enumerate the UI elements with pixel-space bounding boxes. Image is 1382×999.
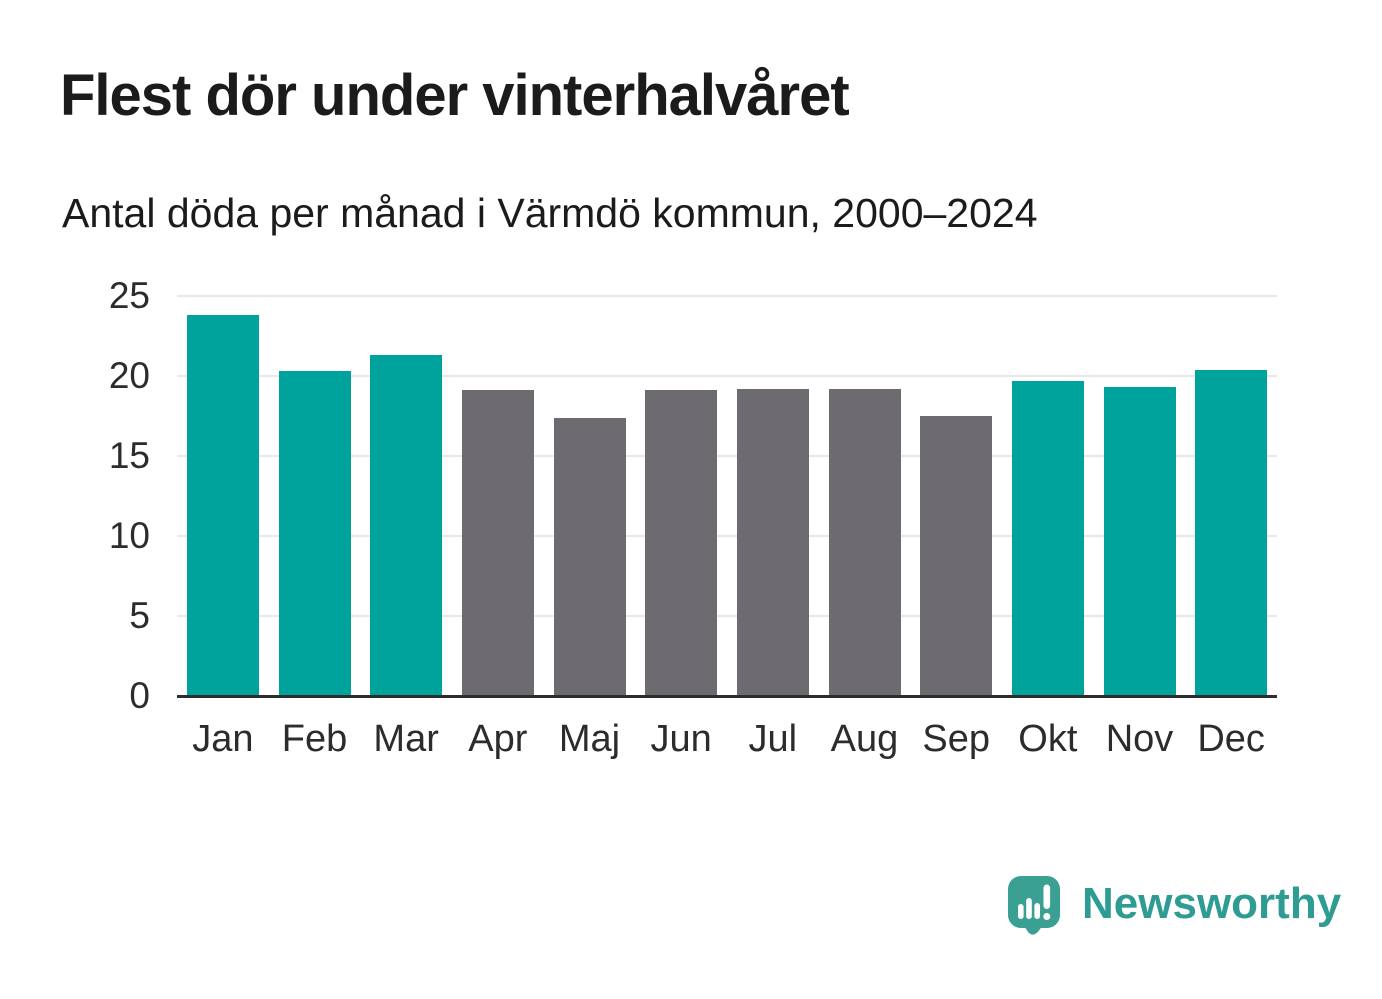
bar-jul (736, 388, 809, 696)
chart-title: Flest dör under vinterhalvåret (60, 63, 850, 128)
grid-line-5 (177, 615, 1277, 617)
x-label-apr: Apr (468, 718, 528, 760)
bar-feb (278, 371, 351, 696)
x-label-jan: Jan (192, 718, 254, 760)
x-axis-line (177, 695, 1277, 698)
bar-nov (1103, 387, 1176, 696)
y-tick-label-25: 25 (108, 275, 150, 316)
grid-line-10 (177, 535, 1277, 537)
grid-line-15 (177, 455, 1277, 457)
chart-subtitle: Antal döda per månad i Värmdö kommun, 20… (62, 190, 1038, 236)
x-label-aug: Aug (830, 718, 899, 760)
bar-okt (1011, 380, 1084, 696)
y-tick-label-5: 5 (129, 595, 150, 636)
x-label-sep: Sep (922, 718, 990, 760)
x-label-mar: Mar (373, 718, 439, 760)
bar-jan (186, 315, 259, 696)
x-label-maj: Maj (558, 718, 621, 760)
x-label-jul: Jul (748, 718, 798, 760)
y-tick-label-0: 0 (129, 675, 150, 716)
bar-dec (1195, 369, 1268, 696)
bar-aug (828, 388, 901, 696)
x-label-feb: Feb (281, 718, 348, 760)
brand-footer: Newsworthy (1008, 876, 1341, 942)
y-tick-label-20: 20 (108, 355, 150, 396)
newsworthy-logo-icon (1008, 876, 1060, 935)
grid-line-20 (177, 375, 1277, 377)
y-tick-label-10: 10 (108, 515, 150, 556)
y-tick-label-15: 15 (108, 435, 150, 476)
bar-sep (920, 416, 993, 696)
x-label-nov: Nov (1105, 718, 1174, 760)
bar-chart-plot-area (177, 295, 1277, 696)
bar-mar (370, 355, 443, 696)
brand-name: Newsworthy (1082, 879, 1342, 928)
bar-maj (553, 417, 626, 696)
bar-jun (645, 390, 718, 696)
x-label-jun: Jun (650, 718, 712, 760)
grid-line-25 (177, 295, 1277, 297)
x-label-dec: Dec (1197, 718, 1265, 760)
x-label-okt: Okt (1018, 718, 1078, 760)
bar-apr (461, 390, 534, 696)
